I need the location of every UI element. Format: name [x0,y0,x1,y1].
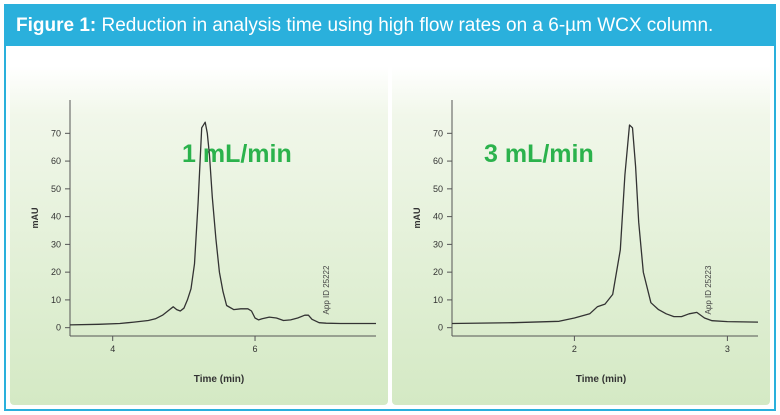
figure-frame: Figure 1: Reduction in analysis time usi… [4,4,776,411]
y-tick-label: 0 [56,323,61,333]
app-id-label: App ID 25223 [704,265,713,314]
x-axis-label: Time (min) [576,374,626,385]
figure-label: Figure 1: [16,15,97,36]
y-tick-label: 20 [51,267,61,277]
figure-header: Figure 1: Reduction in analysis time usi… [6,6,774,46]
chart-panel-3mL: 0 10 20 30 40 50 60 70 2 3 mAU Time (min) 3 mL/min Ap… [392,52,770,405]
x-tick-label: 4 [110,344,115,354]
x-axis-label: Time (min) [194,374,244,385]
y-tick-label: 20 [433,267,443,277]
y-tick-label: 70 [433,128,443,138]
figure-caption: Reduction in analysis time using high fl… [96,15,714,36]
chromatogram-trace [69,121,376,326]
y-tick-label: 10 [433,295,443,305]
y-tick-label: 70 [51,128,61,138]
y-tick-label: 60 [51,156,61,166]
y-tick-label: 40 [51,212,61,222]
y-tick-label: 30 [433,239,443,249]
chart-panel-1mL: 0 10 20 30 40 50 60 70 4 6 mAU Time (min) 1 mL/min Ap… [10,52,388,405]
flow-rate-annotation: 1 mL/min [182,140,292,168]
chart-3mL: 0 10 20 30 40 50 60 70 2 3 mAU Time (min) 3 mL/min Ap… [412,100,759,385]
flow-rate-annotation: 3 mL/min [484,140,594,168]
y-tick-label: 50 [51,184,61,194]
y-axis-label: mAU [30,207,40,228]
chart-1mL: 0 10 20 30 40 50 60 70 4 6 mAU Time (min) 1 mL/min Ap… [30,100,376,385]
y-tick-label: 50 [433,184,443,194]
x-tick-label: 3 [725,344,730,354]
y-tick-label: 60 [433,156,443,166]
y-tick-label: 10 [51,295,61,305]
y-tick-label: 0 [438,323,443,333]
x-tick-label: 2 [572,344,577,354]
chromatogram-trace [451,124,759,325]
y-tick-label: 30 [51,239,61,249]
x-tick-label: 6 [253,344,258,354]
y-tick-label: 40 [433,212,443,222]
app-id-label: App ID 25222 [322,265,331,314]
y-axis-label: mAU [412,207,422,228]
